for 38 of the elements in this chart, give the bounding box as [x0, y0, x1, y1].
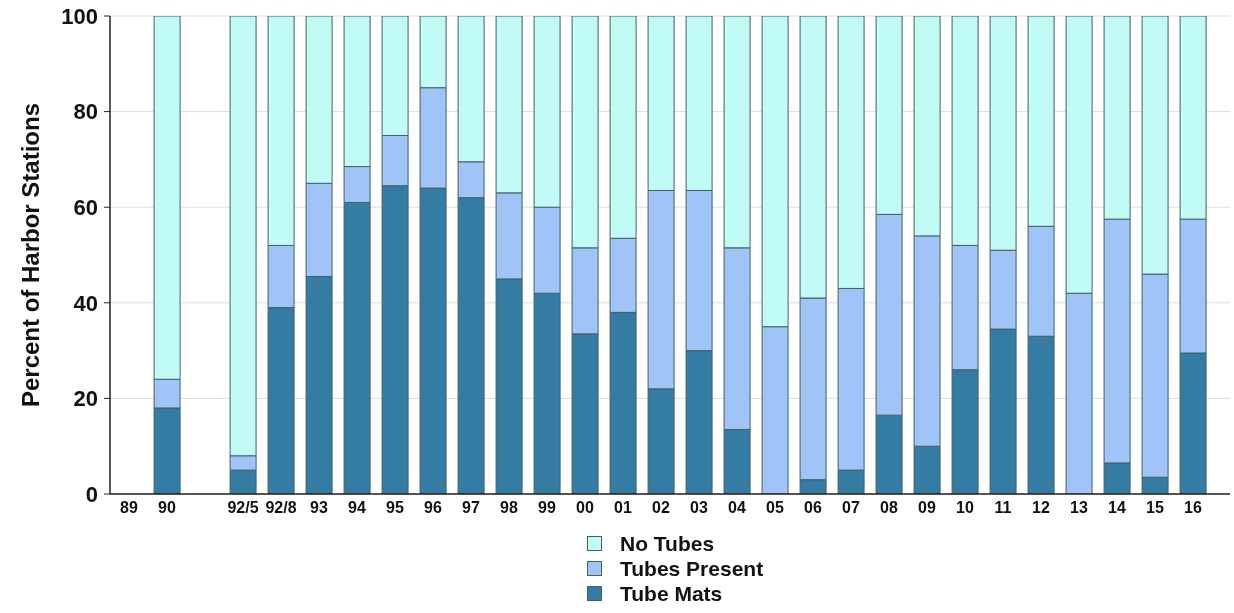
x-tick-label: 06: [804, 499, 822, 517]
x-tick-label: 97: [462, 499, 480, 517]
x-tick-label: 08: [880, 499, 898, 517]
x-tick-label: 15: [1146, 499, 1164, 517]
legend-label: Tubes Present: [620, 556, 764, 581]
y-tick-label: 100: [61, 3, 98, 29]
x-tick-label: 01: [614, 499, 632, 517]
x-tick-label: 11: [994, 499, 1012, 517]
x-tick-label: 04: [728, 499, 746, 517]
x-tick-label: 13: [1070, 499, 1088, 517]
x-tick-label: 05: [766, 499, 784, 517]
x-tick-label: 92/5: [227, 499, 259, 517]
x-tick-label: 10: [956, 499, 974, 517]
y-tick-label: 40: [73, 290, 98, 316]
x-tick-label: 09: [918, 499, 936, 517]
y-tick-label: 0: [85, 481, 98, 507]
x-tick-label: 16: [1184, 499, 1202, 517]
x-tick-label: 03: [690, 499, 708, 517]
y-tick-label: 60: [73, 195, 98, 221]
x-tick-label: 89: [120, 499, 138, 517]
y-tick-label: 20: [73, 386, 98, 412]
x-tick-label: 02: [652, 499, 670, 517]
x-tick-label: 12: [1032, 499, 1050, 517]
x-tick-label: 14: [1108, 499, 1126, 517]
y-axis-title: Percent of Harbor Stations: [16, 102, 44, 408]
y-tick-label: 80: [73, 99, 98, 125]
x-tick-label: 96: [424, 499, 442, 517]
x-tick-label: 93: [310, 499, 328, 517]
x-tick-label: 90: [158, 499, 176, 517]
x-tick-label: 07: [842, 499, 860, 517]
x-tick-label: 98: [500, 499, 518, 517]
x-tick-label: 95: [386, 499, 404, 517]
legend-label: No Tubes: [620, 531, 715, 556]
x-tick-label: 92/8: [265, 499, 297, 517]
x-tick-label: 99: [538, 499, 556, 517]
x-tick-label: 00: [576, 499, 594, 517]
legend-label: Tube Mats: [620, 581, 723, 606]
x-tick-label: 94: [348, 499, 366, 517]
